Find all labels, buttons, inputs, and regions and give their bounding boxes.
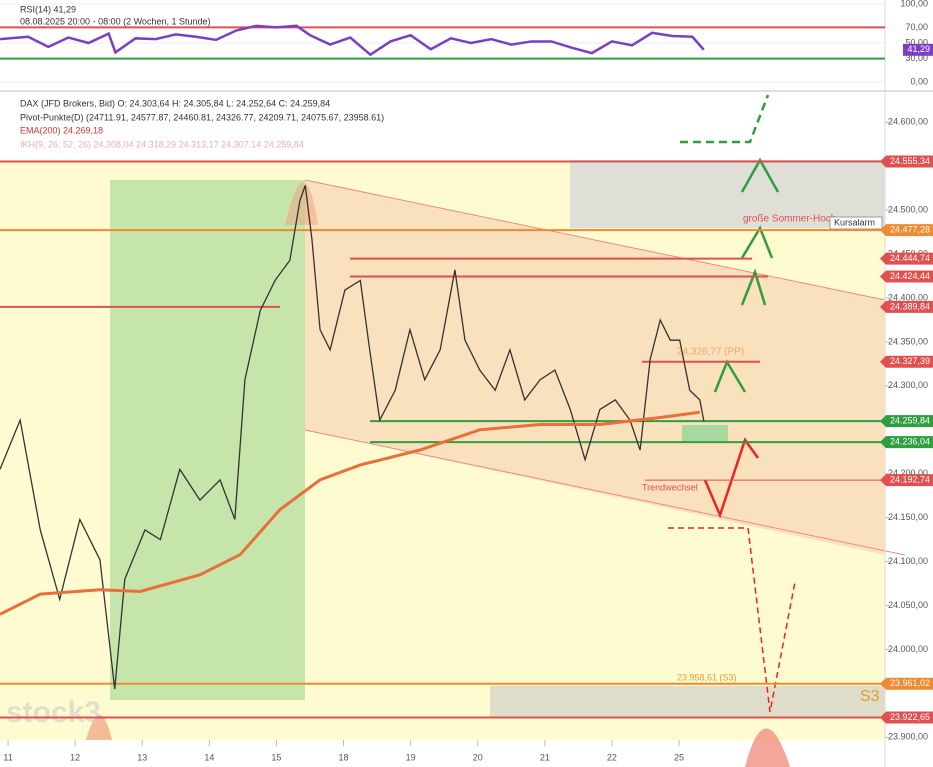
channel xyxy=(305,180,885,555)
value-tag xyxy=(880,711,933,724)
value-tag-label: 24.477,28 xyxy=(890,224,930,234)
watermark: stock3 xyxy=(6,696,101,729)
value-tag xyxy=(880,436,933,449)
legend-entry: EMA(200) 24.269,18 xyxy=(20,125,103,135)
arrow xyxy=(703,437,760,519)
value-tag xyxy=(903,43,933,56)
value-tag xyxy=(880,300,933,313)
y-tick-label: 70,00 xyxy=(905,22,928,32)
rsi-period: 08.08.2025 20:00 - 08:00 (2 Wochen, 1 St… xyxy=(20,16,210,26)
y-tick-label: 24.350,00 xyxy=(888,336,928,346)
y-tick-label: 24.500,00 xyxy=(888,204,928,214)
annotation: 23.958,61 (S3) xyxy=(677,672,737,682)
value-tag xyxy=(880,155,933,168)
y-tick-label: 24.300,00 xyxy=(888,380,928,390)
legend-entry: Pivot-Punkte(D) (24711.91, 24577.87, 244… xyxy=(20,112,384,122)
value-tag-label: 23.961,02 xyxy=(890,678,930,688)
annotation: Trendwechsel xyxy=(642,482,698,492)
value-tag-label: 23.922,65 xyxy=(890,712,930,722)
value-tag xyxy=(880,677,933,690)
y-tick-label: 50,00 xyxy=(905,37,928,47)
y-tick-label: 30,00 xyxy=(905,53,928,63)
ema-line xyxy=(0,410,701,616)
y-tick-label: 24.600,00 xyxy=(888,117,928,127)
x-tick-label: 20 xyxy=(473,752,483,762)
y-tick-label: 23.900,00 xyxy=(888,732,928,742)
value-tag-label: 24.389,84 xyxy=(890,301,930,311)
arrow xyxy=(740,157,780,193)
y-tick-label: 0,00 xyxy=(910,76,928,86)
price-line xyxy=(0,185,705,690)
x-tick-label: 19 xyxy=(406,752,416,762)
value-tag-label: 24.555,34 xyxy=(890,156,930,166)
legend-entry: DAX (JFD Brokers, Bid) O: 24.303,64 H: 2… xyxy=(20,98,330,108)
green-box xyxy=(682,425,728,441)
x-tick-label: 22 xyxy=(607,752,617,762)
x-tick-label: 15 xyxy=(271,752,281,762)
value-tag-label: 24.424,44 xyxy=(890,271,930,281)
y-tick-label: 24.400,00 xyxy=(888,292,928,302)
legend-entry: IKH(9, 26, 52, 26) 24.308,04 24.318,29 2… xyxy=(20,139,304,149)
arrow xyxy=(740,225,774,259)
value-tag-label: 24.327,39 xyxy=(890,356,930,366)
annotation-box xyxy=(829,216,883,230)
value-tag xyxy=(880,252,933,265)
value-tag-label: 24.236,04 xyxy=(890,436,930,446)
x-tick-label: 12 xyxy=(70,752,80,762)
rsi-line xyxy=(0,24,705,57)
cycle-arc xyxy=(285,182,318,225)
cycle-arc xyxy=(86,715,112,740)
value-tag-label: 24.192,74 xyxy=(890,474,930,484)
annotation: große Sommer-Hoch xyxy=(743,214,836,225)
x-tick-label: 18 xyxy=(339,752,349,762)
x-tick-label: 21 xyxy=(540,752,550,762)
annotation: S3 xyxy=(860,688,880,705)
value-tag xyxy=(880,224,933,237)
arrow xyxy=(680,94,770,144)
annotation: 24.326,77 (PP) xyxy=(677,347,744,358)
channel-bottom xyxy=(304,429,906,556)
green-zone xyxy=(110,180,305,700)
y-tick-label: 100,00 xyxy=(900,0,928,8)
y-tick-label: 24.000,00 xyxy=(888,644,928,654)
value-tag-label: 41,29 xyxy=(907,44,930,54)
value-tag xyxy=(880,270,933,283)
x-tick-label: 13 xyxy=(137,752,147,762)
value-tag-label: 24.259,84 xyxy=(890,416,930,426)
arrow xyxy=(668,527,796,713)
cycle-arc xyxy=(745,728,790,767)
value-tag xyxy=(880,415,933,428)
gray-zone xyxy=(490,686,885,718)
y-tick-label: 24.100,00 xyxy=(888,556,928,566)
y-tick-label: 24.200,00 xyxy=(888,468,928,478)
value-tag xyxy=(880,355,933,368)
annotation: Kursalarm xyxy=(834,217,875,227)
x-tick-label: 14 xyxy=(204,752,214,762)
arrow xyxy=(740,268,767,306)
y-tick-label: 24.050,00 xyxy=(888,600,928,610)
y-tick-label: 24.150,00 xyxy=(888,512,928,522)
rsi-title: RSI(14) 41,29 xyxy=(20,4,76,14)
value-tag-label: 24.444,74 xyxy=(890,253,930,263)
x-tick-label: 25 xyxy=(674,752,684,762)
channel-top xyxy=(304,179,886,301)
x-tick-label: 11 xyxy=(3,752,12,762)
rsi-panel: RSI(14) 41,29 08.08.2025 20:00 - 08:00 (… xyxy=(20,4,210,26)
value-tag xyxy=(880,474,933,487)
